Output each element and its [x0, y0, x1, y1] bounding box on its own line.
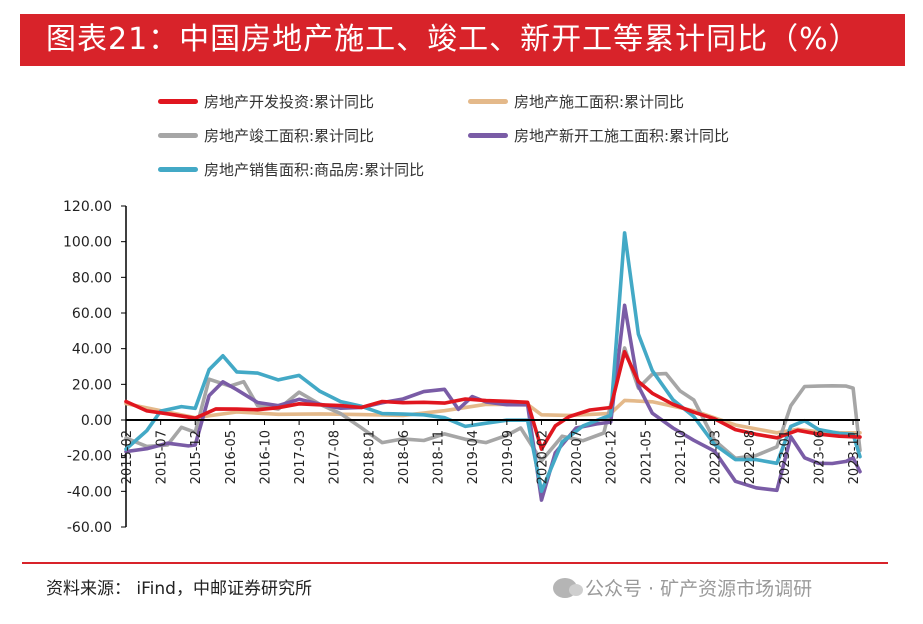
x-tick-label: 2019-04 — [466, 430, 481, 484]
y-tick-label: -20.00 — [67, 449, 112, 465]
x-tick-label: 2021-10 — [674, 430, 689, 484]
x-tick-label: 2023-11 — [847, 430, 862, 484]
x-tick-label: 2022-08 — [743, 430, 758, 484]
y-tick-label: -60.00 — [67, 520, 112, 536]
x-tick-label: 2018-06 — [397, 430, 412, 484]
x-tick-label: 2020-02 — [535, 430, 550, 484]
x-tick-label: 2023-06 — [812, 430, 827, 484]
x-tick-label: 2018-11 — [432, 430, 447, 484]
footer-divider — [22, 562, 888, 564]
x-tick-label: 2015-02 — [120, 430, 135, 484]
y-tick-label: 20.00 — [72, 377, 112, 393]
x-tick-label: 2020-07 — [570, 430, 585, 484]
series-line-3 — [124, 303, 862, 502]
x-tick-label: 2017-08 — [328, 430, 343, 484]
wechat-icon — [553, 577, 583, 598]
x-tick-label: 2015-07 — [155, 430, 170, 484]
y-tick-label: -40.00 — [67, 484, 112, 500]
x-tick-label: 2022-03 — [709, 430, 724, 484]
y-tick-label: 120.00 — [63, 199, 112, 215]
y-tick-label: 80.00 — [72, 270, 112, 286]
x-tick-label: 2018-01 — [362, 430, 377, 484]
y-tick-label: 40.00 — [72, 342, 112, 358]
series-line-0 — [124, 349, 862, 451]
watermark: 公众号 · 矿产资源市场调研 — [553, 574, 812, 601]
source-note: 资料来源： iFind，中邮证券研究所 — [46, 579, 312, 599]
x-tick-label: 2016-05 — [224, 430, 239, 484]
x-tick-label: 2017-03 — [293, 430, 308, 484]
series-line-2 — [124, 346, 862, 463]
line-chart: 120.00 100.00 80.00 60.00 40.00 20.00 0.00 -20.… — [63, 199, 862, 536]
x-tick-label: 2020-12 — [605, 430, 620, 484]
x-tick-label: 2019-09 — [501, 430, 516, 484]
x-tick-label: 2023-01 — [778, 430, 793, 484]
chart-title: 图表21：中国房地产施工、竣工、新开工等累计同比（%） — [46, 22, 860, 57]
x-tick-label: 2016-10 — [258, 430, 273, 484]
x-tick-label: 2021-05 — [639, 430, 654, 484]
y-tick-label: 60.00 — [72, 306, 112, 322]
series-line-1 — [124, 398, 862, 435]
chart-title-bar: 图表21：中国房地产施工、竣工、新开工等累计同比（%） — [20, 14, 905, 66]
y-tick-label: 100.00 — [63, 235, 112, 251]
x-tick-label: 2015-12 — [189, 430, 204, 484]
watermark-text: 公众号 · 矿产资源市场调研 — [585, 578, 813, 600]
y-tick-label: 0.00 — [81, 413, 112, 429]
